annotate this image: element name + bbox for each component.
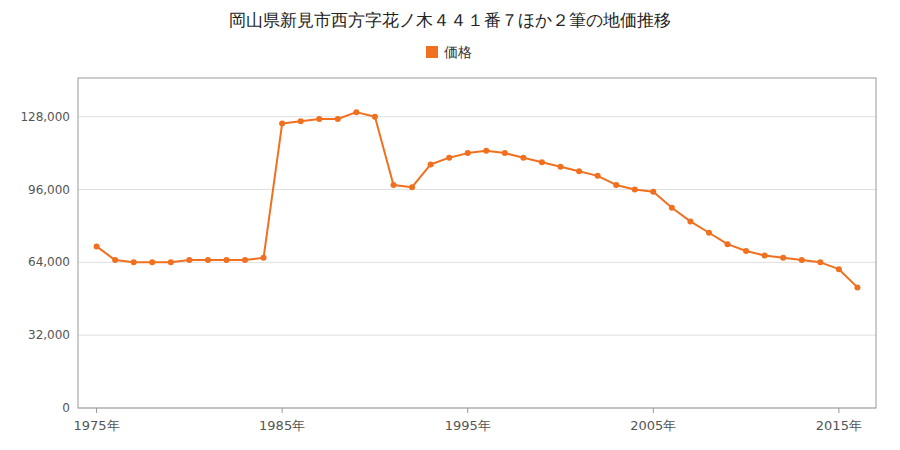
data-point (353, 109, 359, 115)
data-point (409, 184, 415, 190)
data-point (687, 218, 693, 224)
grid-line (78, 116, 876, 117)
x-tick-label: 1995年 (445, 418, 491, 433)
data-point (706, 230, 712, 236)
chart-svg: 岡山県新見市西方字花ノ木４４１番７ほか２筆の地価推移 0 32,000 64,000 9… (0, 0, 900, 450)
data-point (817, 259, 823, 265)
data-point (576, 168, 582, 174)
data-marks (94, 109, 861, 290)
data-point (149, 259, 155, 265)
data-point (94, 243, 100, 249)
data-point (743, 248, 749, 254)
data-point (725, 241, 731, 247)
data-point (780, 255, 786, 261)
grid-line (78, 335, 876, 336)
data-point (186, 257, 192, 263)
x-tick (467, 408, 468, 413)
data-point (650, 189, 656, 195)
data-point (632, 187, 638, 193)
y-tick-label: 96,000 (28, 183, 70, 197)
data-point (799, 257, 805, 263)
data-point (316, 116, 322, 122)
x-tick (653, 408, 654, 413)
data-point (223, 257, 229, 263)
data-point (762, 253, 768, 259)
x-tick (282, 408, 283, 413)
data-point (372, 114, 378, 120)
data-point (131, 259, 137, 265)
data-point (502, 150, 508, 156)
data-point (558, 164, 564, 170)
x-tick-label: 1985年 (259, 418, 305, 433)
chart-title: 岡山県新見市西方字花ノ木４４１番７ほか２筆の地価推移 (229, 10, 671, 30)
x-tick-label: 2005年 (630, 418, 676, 433)
grid-line (78, 262, 876, 263)
data-point (836, 266, 842, 272)
y-tick-label: 0 (62, 401, 70, 415)
data-point (261, 255, 267, 261)
data-point (613, 182, 619, 188)
data-point (168, 259, 174, 265)
data-point (520, 155, 526, 161)
data-point (390, 182, 396, 188)
series-line (97, 112, 858, 287)
data-point (854, 284, 860, 290)
y-tick-label: 128,000 (20, 110, 70, 124)
x-tick (96, 408, 97, 413)
data-point (483, 148, 489, 154)
x-tick (838, 408, 839, 413)
data-point (669, 205, 675, 211)
data-point (595, 173, 601, 179)
data-point (298, 118, 304, 124)
data-point (465, 150, 471, 156)
legend-label: 価格 (444, 44, 472, 60)
data-point (446, 155, 452, 161)
chart-container: 岡山県新見市西方字花ノ木４４１番７ほか２筆の地価推移 0 32,000 64,000 9… (0, 0, 900, 450)
plot-frame (78, 78, 876, 408)
grid-line (78, 189, 876, 190)
y-tick-label: 64,000 (28, 255, 70, 269)
legend-swatch (426, 46, 438, 58)
data-point (335, 116, 341, 122)
data-point (539, 159, 545, 165)
data-point (279, 121, 285, 127)
x-tick-label: 1975年 (74, 418, 120, 433)
y-tick-label: 32,000 (28, 328, 70, 342)
data-point (428, 161, 434, 167)
data-point (242, 257, 248, 263)
x-tick-label: 2015年 (816, 418, 862, 433)
legend: 価格 (426, 44, 472, 60)
grid (78, 117, 876, 408)
data-point (112, 257, 118, 263)
data-point (205, 257, 211, 263)
